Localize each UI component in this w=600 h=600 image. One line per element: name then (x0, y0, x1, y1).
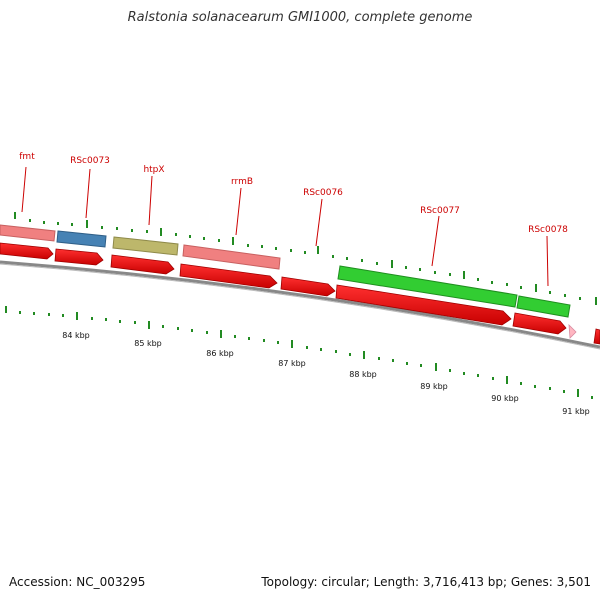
gene-rsc0077[interactable] (337, 265, 518, 308)
lower-tick-ruler (5, 306, 593, 399)
gene-label-rrmb: rrmB (231, 177, 253, 187)
kbp-label: 84 kbp (62, 331, 90, 340)
gene-label-rsc0073: RSc0073 (70, 156, 110, 166)
kbp-label: 90 kbp (491, 394, 519, 403)
cds-arrow[interactable] (0, 242, 54, 260)
gene-labels: fmt RSc0073 htpX rrmB RSc0076 RSc0077 RS… (19, 152, 568, 235)
kbp-labels: 84 kbp 85 kbp 86 kbp 87 kbp 88 kbp 89 kb… (62, 331, 590, 416)
lower-cds-track (0, 242, 600, 345)
genome-title: Ralstonia solanacearum GMI1000, complete… (127, 10, 473, 25)
kbp-label: 87 kbp (278, 359, 306, 368)
cds-arrow[interactable] (54, 248, 104, 266)
gene-label-leaders (21, 166, 549, 287)
gene-rrmb[interactable] (182, 244, 281, 270)
cds-arrow[interactable] (335, 284, 512, 326)
gene-fmt[interactable] (0, 224, 56, 242)
cds-arrow[interactable] (512, 312, 567, 335)
kbp-label: 91 kbp (562, 407, 590, 416)
cds-arrow[interactable] (593, 328, 600, 345)
accession-text: Accession: NC_003295 (9, 575, 146, 589)
kbp-label: 88 kbp (349, 370, 377, 379)
gene-htpx[interactable] (112, 236, 179, 256)
cds-arrow[interactable] (179, 263, 278, 289)
gene-label-fmt: fmt (19, 152, 35, 162)
gene-label-htpx: htpX (143, 165, 164, 175)
gene-rsc0078[interactable] (516, 295, 571, 318)
gene-label-rsc0076: RSc0076 (303, 188, 343, 198)
gene-rsc0073[interactable] (56, 230, 107, 248)
kbp-label: 86 kbp (206, 349, 234, 358)
cds-arrow[interactable] (110, 254, 175, 275)
cds-arrow[interactable] (280, 276, 336, 297)
upper-tick-ruler (14, 212, 597, 305)
kbp-label: 89 kbp (420, 382, 448, 391)
upper-gene-track (0, 224, 571, 318)
kbp-label: 85 kbp (134, 339, 162, 348)
genome-backbone (0, 260, 600, 349)
cds-arrow-small[interactable] (568, 323, 577, 339)
gene-label-rsc0078: RSc0078 (528, 225, 568, 235)
gene-label-rsc0077: RSc0077 (420, 206, 460, 216)
genome-summary-text: Topology: circular; Length: 3,716,413 bp… (261, 575, 591, 589)
